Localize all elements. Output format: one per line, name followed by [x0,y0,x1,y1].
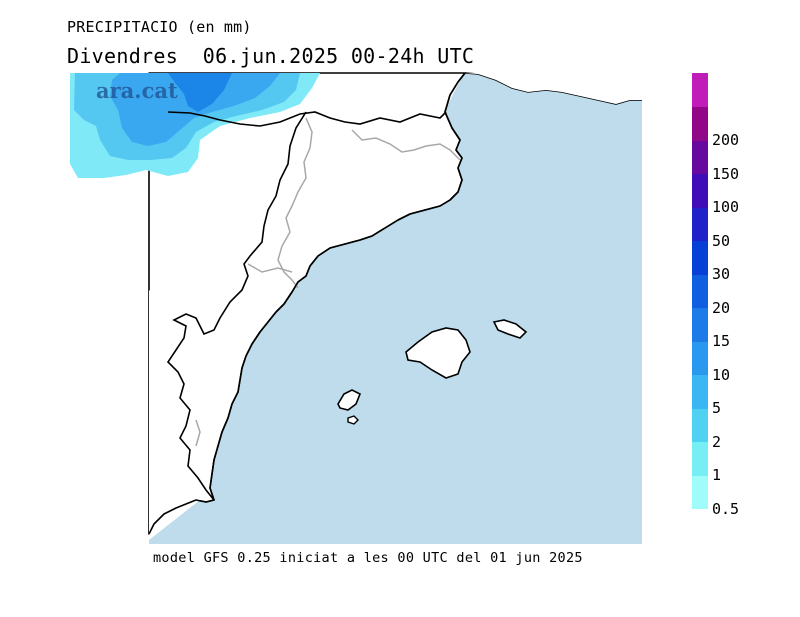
legend-label: 20 [712,298,731,317]
legend-swatch [692,408,708,443]
western-outline [166,111,307,501]
legend-label: 2 [712,432,722,451]
legend-label: 0.5 [712,500,740,518]
legend-swatch [692,274,708,309]
legend-label: 200 [712,131,740,150]
france-land-right [465,73,642,104]
formentera [347,415,359,425]
model-info: model GFS 0.25 iniciat a les 00 UTC del … [153,550,583,566]
legend-label: 15 [712,332,731,351]
legend-swatch [692,374,708,409]
legend-swatch [692,307,708,342]
legend-swatch [692,240,708,275]
legend-swatch [692,475,708,510]
legend-label: 150 [712,164,740,183]
legend-label: 1 [712,466,722,485]
mallorca [405,327,471,379]
legend-label: 10 [712,365,731,384]
legend-label: 30 [712,265,731,284]
legend-swatch [692,73,708,108]
date-title: Divendres 06.jun.2025 00-24h UTC [67,44,475,68]
legend-swatch [692,140,708,175]
precip-heavy [168,73,232,112]
watermark: ara.cat [96,78,178,103]
legend-swatch [692,106,708,141]
catalan-coast [148,72,466,535]
legend-label: 50 [712,231,731,250]
precipitation-title: PRECIPITACIO (en mm) [67,18,252,36]
pyrenees-line [167,111,447,127]
precipitation-legend [692,73,708,510]
border-provinces-north [351,129,461,161]
legend-swatch [692,441,708,476]
border-valencia [195,263,293,447]
legend-swatch [692,341,708,376]
legend-swatch [692,173,708,208]
ibiza [337,389,362,411]
legend-label: 5 [712,399,722,418]
legend-label: 100 [712,198,740,217]
menorca [492,319,528,339]
land-interior [149,110,200,540]
legend-swatch [692,207,708,242]
